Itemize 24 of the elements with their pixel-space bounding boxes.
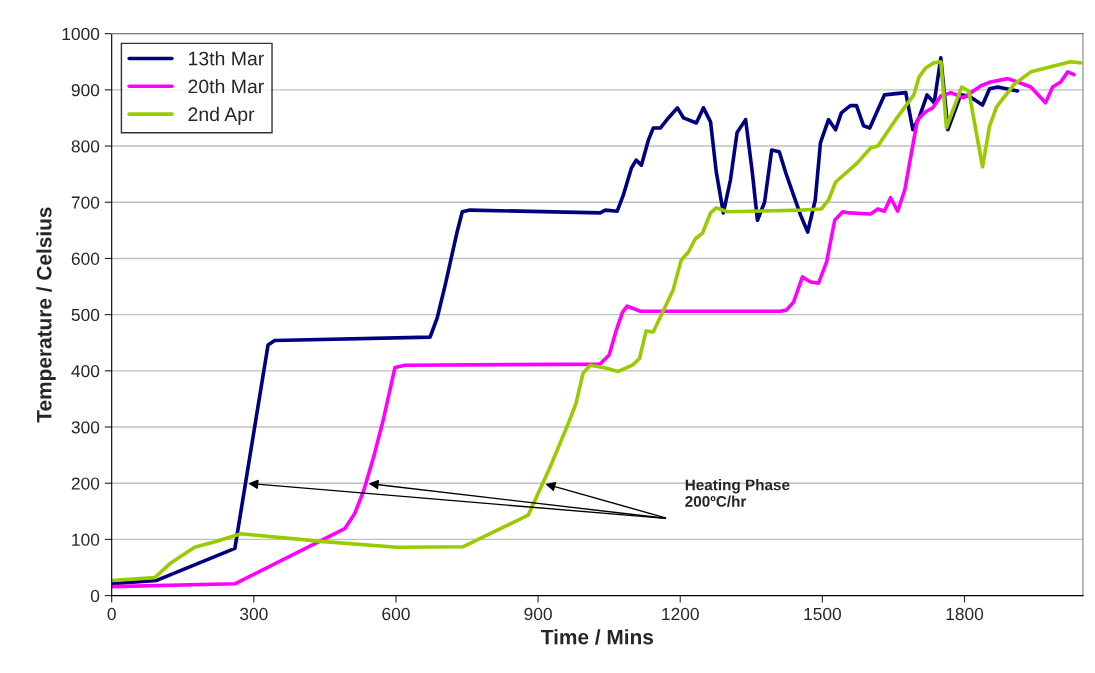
y-tick-label: 600 [71, 252, 100, 265]
y-axis-title: Temperature / Celsius [36, 207, 56, 423]
y-tick-label: 500 [71, 308, 100, 322]
y-tick-label: 1000 [62, 27, 100, 41]
y-tick-label: 100 [72, 533, 100, 546]
x-tick-label: 900 [524, 607, 552, 621]
legend-label: 20th Mar [188, 79, 264, 94]
x-axis-title: Time / Mins [541, 629, 654, 645]
y-tick-label: 200 [71, 477, 100, 490]
y-tick-label: 700 [71, 196, 100, 209]
x-tick-label: 1500 [804, 607, 842, 621]
annotation: Heating Phase 200ºC/hr [685, 479, 790, 507]
x-tick-label: 1200 [662, 607, 699, 621]
y-tick-label: 800 [71, 140, 100, 153]
legend-label: 2nd Apr [188, 106, 255, 125]
x-tick-label: 600 [382, 607, 410, 621]
y-tick-label: 400 [71, 364, 100, 378]
x-tick-label: 300 [240, 607, 268, 621]
x-tick-label: 1800 [946, 607, 984, 621]
y-tick-label: 0 [90, 589, 100, 603]
y-tick-label: 900 [71, 84, 100, 97]
x-tick-label: 0 [107, 607, 116, 621]
legend-label: 13th Mar [189, 51, 264, 66]
y-tick-label: 300 [71, 421, 100, 434]
